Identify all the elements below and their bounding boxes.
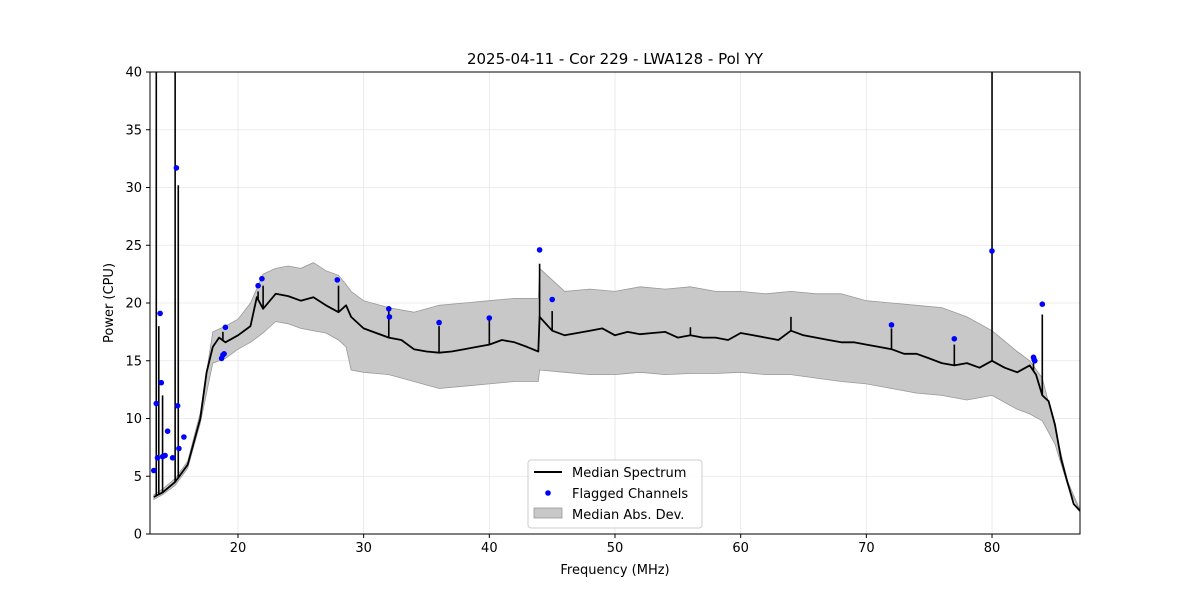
x-tick-label: 20 bbox=[230, 541, 247, 556]
flagged-channel-point bbox=[1032, 358, 1038, 364]
x-tick-label: 60 bbox=[732, 541, 749, 556]
x-tick-label: 30 bbox=[355, 541, 372, 556]
flagged-channel-point bbox=[222, 324, 229, 331]
flagged-channel-point bbox=[162, 452, 168, 459]
y-tick-label: 35 bbox=[125, 123, 142, 138]
y-tick-label: 5 bbox=[134, 470, 142, 485]
y-tick-label: 40 bbox=[125, 66, 142, 81]
flagged-channels bbox=[151, 165, 1046, 474]
flagged-channel-point bbox=[181, 434, 187, 440]
y-axis-label: Power (CPU) bbox=[102, 263, 117, 343]
y-tick-label: 15 bbox=[125, 354, 142, 369]
flagged-channel-point bbox=[169, 455, 176, 461]
y-tick-label: 0 bbox=[134, 528, 142, 543]
flagged-channel-point bbox=[549, 296, 555, 303]
flagged-channel-point bbox=[888, 322, 895, 328]
flagged-channel-point bbox=[221, 351, 227, 357]
flagged-channel-point bbox=[176, 445, 182, 452]
flagged-channel-point bbox=[951, 336, 958, 342]
flagged-channel-point bbox=[386, 314, 393, 320]
legend-flagged-label: Flagged Channels bbox=[572, 487, 688, 502]
flagged-channel-point bbox=[158, 379, 165, 386]
flagged-channel-point bbox=[486, 315, 493, 321]
flagged-channel-point bbox=[536, 247, 543, 253]
y-tick-label: 25 bbox=[125, 239, 142, 254]
x-tick-label: 80 bbox=[984, 541, 1001, 556]
legend-box bbox=[527, 459, 703, 529]
flagged-channel-point bbox=[164, 428, 171, 435]
median-spectrum-line bbox=[153, 292, 1081, 512]
flagged-channel-point bbox=[255, 282, 261, 289]
flagged-channel-point bbox=[989, 248, 995, 254]
chart-title: 2025-04-11 - Cor 229 - LWA128 - Pol YY bbox=[467, 50, 764, 68]
flagged-channel-point bbox=[1039, 301, 1046, 308]
flagged-channel-point bbox=[174, 403, 181, 409]
y-tick-label: 10 bbox=[125, 412, 142, 427]
median-spectrum bbox=[153, 72, 1081, 512]
flagged-channel-point bbox=[436, 319, 442, 326]
y-tick-label: 30 bbox=[125, 181, 142, 196]
flagged-channel-point bbox=[259, 275, 265, 282]
legend-mad-label: Median Abs. Dev. bbox=[572, 508, 684, 523]
flagged-channel-point bbox=[334, 277, 341, 283]
legend-mad-swatch bbox=[533, 507, 563, 519]
y-tick-label: 20 bbox=[125, 297, 142, 312]
x-tick-label: 50 bbox=[607, 541, 624, 556]
flagged-channel-point bbox=[151, 467, 157, 474]
flagged-channel-point bbox=[173, 165, 180, 171]
flagged-channel-point bbox=[157, 310, 163, 317]
flagged-channel-point bbox=[153, 400, 160, 407]
x-tick-label: 70 bbox=[858, 541, 875, 556]
legend: Median Spectrum Flagged Channels Median … bbox=[527, 459, 703, 529]
x-axis-label: Frequency (MHz) bbox=[560, 563, 669, 578]
x-tick-label: 40 bbox=[481, 541, 498, 556]
flagged-channel-point bbox=[154, 455, 161, 461]
axis-ticks: 20 30 40 50 60 70 80 0 5 10 15 20 25 30 35 40 bbox=[125, 66, 1000, 557]
flagged-channel-point bbox=[386, 306, 392, 312]
legend-median-label: Median Spectrum bbox=[572, 466, 686, 481]
legend-flagged-swatch bbox=[545, 490, 551, 496]
